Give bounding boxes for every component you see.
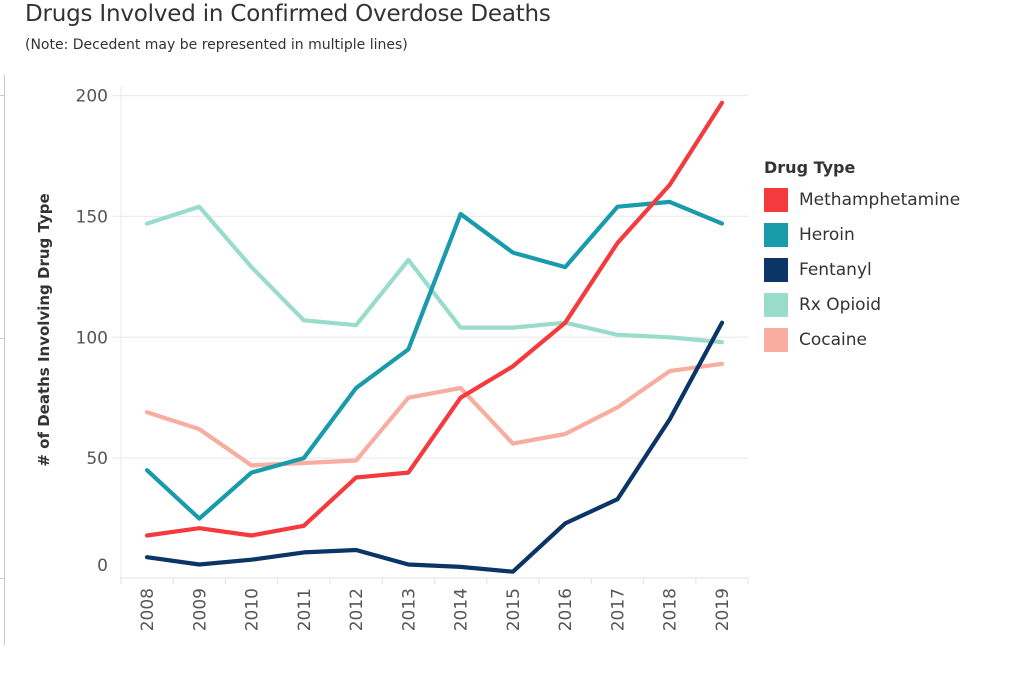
legend-item[interactable]: Methamphetamine (764, 183, 960, 218)
legend-item[interactable]: Cocaine (764, 322, 960, 357)
legend-title: Drug Type (764, 158, 856, 177)
series-line-methamphetamine (144, 100, 725, 538)
series-line-rx-opioid (144, 204, 725, 345)
legend-label: Heroin (799, 225, 855, 246)
chart-title: Drugs Involved in Confirmed Overdose Dea… (25, 1, 551, 27)
legend-swatch (764, 188, 788, 213)
legend-label: Rx Opioid (799, 294, 882, 315)
legend-swatch (764, 327, 788, 352)
y-tick-label: 50 (86, 449, 108, 469)
legend-item[interactable]: Rx Opioid (764, 287, 960, 322)
frame-tick (0, 578, 4, 579)
legend-label: Methamphetamine (799, 190, 961, 211)
legend-label: Cocaine (799, 329, 867, 350)
x-tick-label: 2018 (661, 588, 681, 631)
x-tick-label: 2014 (452, 588, 472, 631)
frame-divider (4, 75, 5, 645)
x-tick-label: 2012 (347, 588, 367, 631)
y-tick-labels: 0 50 100 150 200 (76, 87, 108, 577)
legend-swatch (764, 292, 788, 317)
y-tick-label: 200 (76, 87, 108, 107)
x-tick-label: 2016 (556, 588, 576, 631)
legend-label: Fentanyl (799, 259, 872, 280)
y-tick-label: 0 (97, 556, 108, 576)
series-lines (144, 100, 725, 574)
legend-item[interactable]: Heroin (764, 218, 960, 253)
series-line-heroin (144, 199, 725, 521)
x-tick-label: 2015 (504, 588, 524, 631)
y-tick-label: 150 (76, 207, 108, 227)
axes (120, 86, 749, 584)
x-tick-label: 2008 (138, 588, 158, 631)
series-line-cocaine (144, 361, 725, 468)
legend-swatch (764, 257, 788, 282)
legend-item[interactable]: Fentanyl (764, 253, 960, 288)
y-tick-label: 100 (76, 328, 108, 348)
x-tick-label: 2010 (243, 588, 263, 631)
series-line-fentanyl (144, 320, 725, 574)
x-tick-label: 2009 (190, 588, 210, 631)
legend: Drug Type Methamphetamine Heroin Fentanyl R… (764, 158, 960, 357)
legend-swatch (764, 223, 788, 248)
frame-tick (0, 95, 4, 96)
x-tick-labels: 2008 2009 2010 2011 2012 2013 2014 2015 2016 2017… (138, 588, 733, 631)
x-tick-label: 2019 (713, 588, 733, 631)
gridlines (112, 94, 748, 459)
x-tick-label: 2013 (399, 588, 419, 631)
x-tick-label: 2017 (608, 588, 628, 631)
x-tick-label: 2011 (295, 588, 315, 631)
frame-tick (0, 338, 4, 339)
chart-subtitle: (Note: Decedent may be represented in mu… (25, 37, 408, 53)
